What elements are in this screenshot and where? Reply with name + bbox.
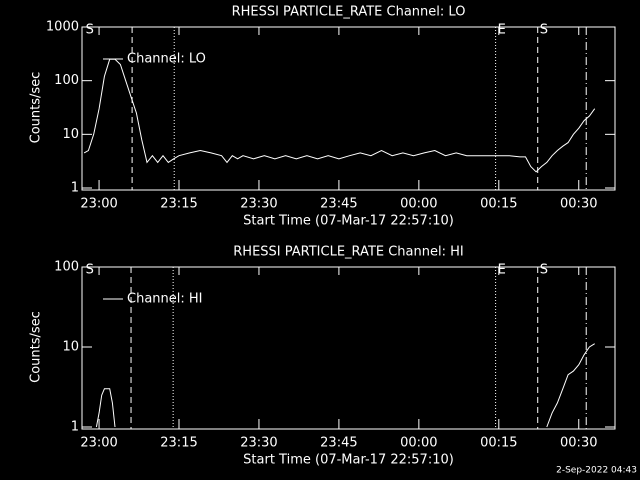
x-tick-label: 00:15 — [480, 436, 517, 451]
x-tick-label: 00:00 — [400, 197, 437, 212]
x-tick-label: 00:30 — [560, 436, 597, 451]
plot-frame — [81, 266, 616, 430]
y-tick-label: 1 — [71, 420, 79, 435]
footer: 2-Sep-2022 04:43 — [556, 466, 637, 476]
x-tick-label: 23:00 — [80, 436, 117, 451]
y-tick-label: 10 — [62, 340, 79, 355]
x-tick-label: 00:00 — [400, 436, 437, 451]
flag-label: S — [540, 23, 548, 38]
y-axis-label: Counts/sec — [29, 72, 44, 144]
y-tick-label: 1000 — [46, 20, 79, 35]
x-tick-label: 23:30 — [240, 197, 277, 212]
y-tick-label: 100 — [54, 260, 79, 275]
data-line — [95, 343, 595, 428]
flag-label: S — [86, 263, 94, 278]
plot-frame — [81, 26, 616, 191]
chart-title: RHESSI PARTICLE_RATE Channel: HI — [233, 245, 463, 260]
y-tick-label: 100 — [54, 73, 79, 88]
flag-label: E — [498, 23, 506, 38]
x-axis-label: Start Time (07-Mar-17 22:57:10) — [243, 214, 454, 229]
y-axis-label: Counts/sec — [29, 311, 44, 383]
chart-title: RHESSI PARTICLE_RATE Channel: LO — [232, 5, 466, 20]
x-tick-label: 23:30 — [240, 436, 277, 451]
flag-label: S — [540, 263, 548, 278]
x-tick-label: 23:45 — [320, 436, 357, 451]
x-tick-label: 23:15 — [160, 197, 197, 212]
x-tick-label: 23:15 — [160, 436, 197, 451]
legend-label: Channel: HI — [127, 292, 203, 307]
x-tick-label: 23:45 — [320, 197, 357, 212]
flag-label: E — [498, 263, 506, 278]
x-tick-label: 00:30 — [560, 197, 597, 212]
y-tick-label: 10 — [62, 127, 79, 142]
legend-label: Channel: LO — [127, 52, 206, 67]
x-tick-label: 23:00 — [80, 197, 117, 212]
flag-label: S — [86, 23, 94, 38]
y-tick-label: 1 — [71, 181, 79, 196]
x-tick-label: 00:15 — [480, 197, 517, 212]
x-axis-label: Start Time (07-Mar-17 22:57:10) — [243, 453, 454, 468]
data-line — [83, 58, 596, 173]
